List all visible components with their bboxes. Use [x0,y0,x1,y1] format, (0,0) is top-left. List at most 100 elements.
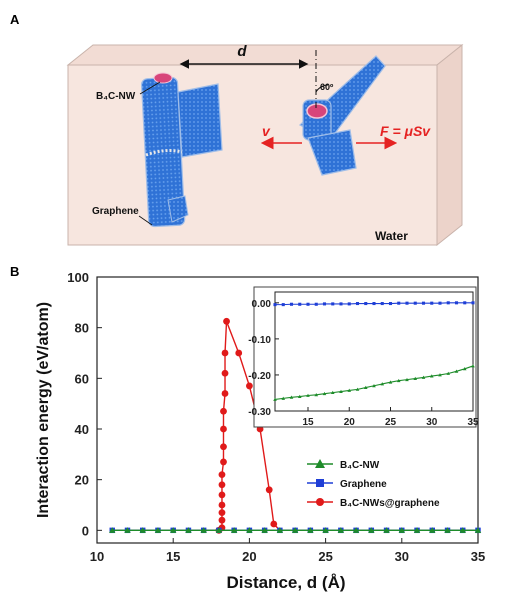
data-point [220,458,227,466]
inset-data-point [298,302,302,306]
inset-y-tick-label: 0.00 [252,299,272,310]
nanowire-cross-section [306,103,328,119]
inset-data-point [388,302,393,306]
data-point [200,527,207,533]
data-point [221,369,229,377]
inset-data-point [273,303,277,307]
fold-line [145,149,183,157]
legend-label: B₄C-NWs@graphene [340,498,440,509]
inset-data-point [355,387,360,391]
inset-data-point [330,390,335,395]
legend-triangle-marker [315,459,325,468]
left-graphene-structure [140,72,223,228]
inset-data-point [289,302,294,306]
data-point [235,349,243,357]
panel-a: A 60º d [10,12,464,247]
inset-data-point [397,301,401,305]
nanowire-label: B₄C-NW [96,91,136,102]
inset-data-point [322,391,327,396]
data-point [429,527,436,533]
inset-data-point [372,302,376,306]
inset-data-point [396,378,401,383]
nanowire-leader-line [139,81,161,95]
nanowire-tip [153,72,173,84]
x-tick-label: 25 [318,549,332,564]
x-axis-title: Distance, d (Å) [226,573,345,592]
inset-data-point [429,374,434,378]
data-point [230,527,238,533]
data-point [124,527,131,533]
velocity-label: v [262,123,271,139]
data-point [218,516,226,524]
x-tick-label: 30 [395,549,409,564]
inset-data-point [314,392,319,397]
inset-x-tick-label: 25 [385,417,397,428]
y-axis-title: Interaction energy (eV/atom) [35,302,52,518]
data-point [218,471,226,478]
data-point [218,481,226,489]
box-side-face [436,43,463,247]
distance-label: d [237,43,247,60]
inset-data-point [413,301,417,305]
series-0 [109,527,482,533]
inset-data-point [413,376,418,380]
inset-x-tick-label: 30 [426,417,438,428]
data-point [246,527,253,533]
inset-x-tick-label: 35 [467,417,479,428]
inset-frame-outer [253,286,477,428]
data-point [398,527,405,533]
data-point [246,382,253,390]
inset-data-point [454,369,459,373]
data-point [154,527,162,533]
inset-data-point [405,301,409,305]
data-point [352,527,360,533]
inset-data-point [331,302,335,306]
y-tick-label: 20 [75,473,89,488]
inset-data-point [388,380,393,384]
data-point [218,509,226,516]
graphene-sheet-lower-flap [167,195,189,223]
legend-square-marker [316,479,324,487]
inset-data-point [355,302,360,306]
inset-plot-frame [274,291,474,412]
inset-data-point [454,301,459,305]
graphene-sheet-flap [177,83,223,158]
data-point [322,527,329,533]
inset-x-tick-label: 15 [302,417,314,428]
y-tick-label: 40 [75,422,89,437]
graphene-leader-line [138,215,153,226]
data-point [474,527,482,533]
inset-data-point [462,367,467,371]
data-point [383,527,390,533]
data-point [218,491,226,499]
data-point [109,527,116,533]
inset-data-point [289,395,294,399]
data-point [413,527,421,533]
inset-data-point [347,302,351,306]
inset-data-point [405,377,409,382]
inset-data-point [380,302,384,306]
inset-y-tick-label: -0.10 [248,335,271,346]
data-point [223,317,230,325]
graphene-lower-piece [307,129,357,176]
legend-label: B₄C-NW [340,460,380,471]
data-point [307,527,314,533]
panel-b: B 10 15 20 25 30 35 0 20 40 60 80 100 Distance, d (… [10,264,485,592]
legend: B₄C-NW Graphene B₄C-NWs@graphene [307,459,440,509]
inset-data-point [273,397,277,401]
x-tick-label: 15 [166,549,180,564]
force-label: F = μSv [380,123,431,139]
inset-y-tick-label: -0.20 [248,371,271,382]
inset-data-point [438,301,442,305]
x-tick-label: 35 [471,549,485,564]
data-point [185,527,192,533]
inset-data-point [421,301,426,305]
inset-data-point [471,364,475,368]
legend-item-b4c-nw: B₄C-NW [307,459,380,471]
data-point [218,501,226,509]
inset-data-point [438,373,442,377]
inset-data-point [380,382,385,386]
inset-data-point [339,302,343,306]
inset-data-point [372,383,376,388]
